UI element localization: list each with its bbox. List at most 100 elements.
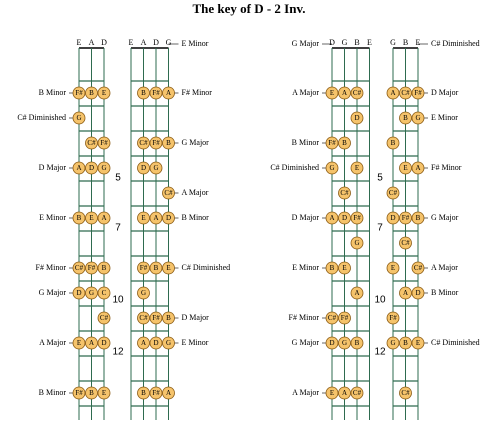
note <box>149 211 163 225</box>
note-label: B <box>330 264 335 272</box>
note-label: E <box>355 164 359 172</box>
note-label: D <box>166 214 171 222</box>
note-label: C# <box>414 264 423 272</box>
fret-number: 5 <box>377 173 383 184</box>
fret-number: 10 <box>112 295 124 306</box>
note <box>162 136 175 150</box>
note <box>97 161 111 175</box>
note-label: G <box>153 164 158 172</box>
note-label: C# <box>139 314 148 322</box>
note <box>399 336 412 350</box>
note-label: B <box>166 314 171 322</box>
note-label: G <box>76 114 81 122</box>
note-label: E <box>102 89 106 97</box>
note-label: A <box>403 289 408 297</box>
note <box>386 86 400 100</box>
note <box>338 211 351 225</box>
chord-label: G Major <box>39 288 67 297</box>
chord-label: C# Diminished <box>182 263 231 272</box>
string-label: E <box>129 38 134 47</box>
note <box>85 136 98 150</box>
note-label: C# <box>328 314 337 322</box>
string-label: B <box>354 38 359 47</box>
note-label: C# <box>389 189 398 197</box>
note-label: F# <box>140 264 148 272</box>
note-label: A <box>415 164 420 172</box>
note-label: C <box>102 289 107 297</box>
note <box>338 386 351 400</box>
note <box>338 136 351 150</box>
note-label: A <box>76 164 81 172</box>
note <box>386 136 400 150</box>
chord-label: G Major <box>292 39 320 48</box>
note <box>386 211 400 225</box>
note-label: G <box>89 289 94 297</box>
string-label: G <box>342 38 348 47</box>
note-label: C# <box>401 239 410 247</box>
note-label: E <box>391 264 395 272</box>
note <box>411 86 425 100</box>
chord-label: B Minor <box>39 88 67 97</box>
note <box>338 336 351 350</box>
chord-label: G Major <box>182 138 210 147</box>
note <box>149 136 163 150</box>
note <box>162 386 175 400</box>
note-label: F# <box>353 214 361 222</box>
note-label: F# <box>75 89 83 97</box>
note-label: E <box>166 264 170 272</box>
note-label: B <box>89 89 94 97</box>
note-label: C# <box>139 139 148 147</box>
string-label: E <box>367 38 372 47</box>
note-label: D <box>342 214 347 222</box>
note <box>350 386 364 400</box>
note-label: E <box>102 389 106 397</box>
note <box>149 261 163 275</box>
chord-label: B Minor <box>292 138 320 147</box>
note <box>399 86 412 100</box>
chord-label: F# Minor <box>431 163 462 172</box>
chord-label: E Minor <box>182 338 209 347</box>
note-label: G <box>329 164 334 172</box>
note <box>137 286 150 300</box>
note <box>97 336 111 350</box>
note <box>338 311 351 325</box>
note <box>97 211 111 225</box>
note <box>411 286 425 300</box>
note <box>72 111 86 125</box>
note <box>72 286 86 300</box>
note <box>338 86 351 100</box>
string-label: D <box>101 38 107 47</box>
note <box>350 286 364 300</box>
note <box>325 261 339 275</box>
note <box>162 311 175 325</box>
chord-label: A Major <box>39 338 66 347</box>
note-label: F# <box>414 89 422 97</box>
note-label: F# <box>152 389 160 397</box>
string-label: E <box>77 38 82 47</box>
note <box>162 186 175 200</box>
note-label: C# <box>75 264 84 272</box>
note-label: B <box>403 339 408 347</box>
note-label: G <box>166 339 171 347</box>
fret-number: 7 <box>377 223 383 234</box>
note-label: E <box>416 339 420 347</box>
note <box>350 236 364 250</box>
note <box>97 86 111 100</box>
string-label: A <box>89 38 95 47</box>
note-label: A <box>342 389 347 397</box>
note-label: B <box>89 389 94 397</box>
note <box>350 86 364 100</box>
note <box>386 311 400 325</box>
note <box>97 386 111 400</box>
note <box>85 386 98 400</box>
note-label: E <box>330 389 334 397</box>
note-label: C# <box>353 89 362 97</box>
note <box>72 86 86 100</box>
note-label: F# <box>389 314 397 322</box>
note <box>97 286 111 300</box>
note <box>411 211 425 225</box>
note <box>97 261 111 275</box>
note-label: D <box>354 114 359 122</box>
note-label: D <box>89 164 94 172</box>
